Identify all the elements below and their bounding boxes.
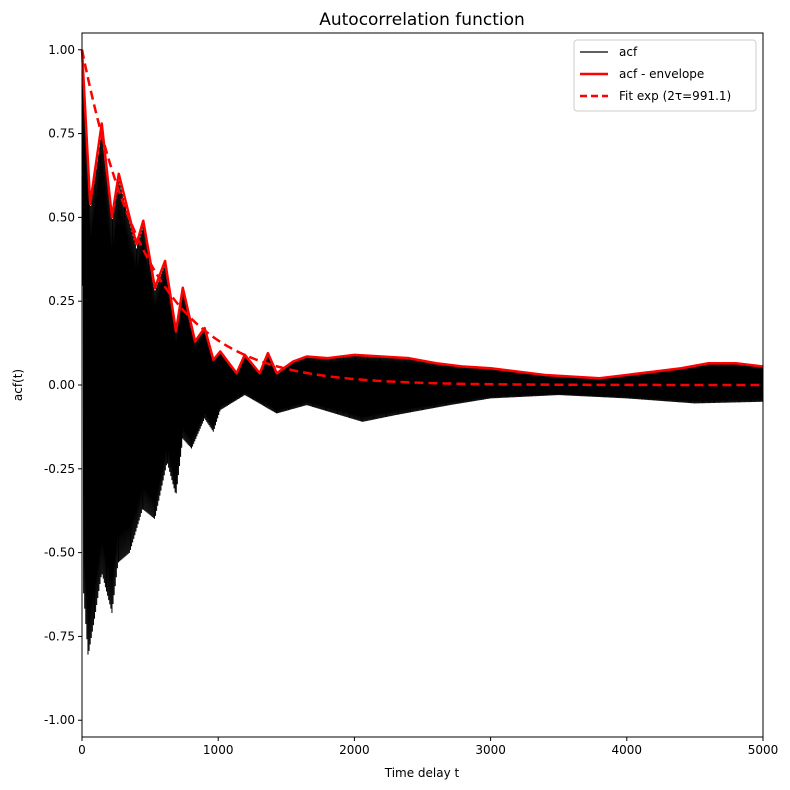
x-tick-label: 3000 [475, 743, 506, 757]
y-tick-label: 1.00 [48, 43, 75, 57]
y-axis-label: acf(t) [11, 369, 25, 401]
y-tick-label: 0.75 [48, 127, 75, 141]
chart-title: Autocorrelation function [319, 10, 525, 30]
x-axis: 0 1000 2000 3000 4000 5000 [78, 737, 778, 757]
y-tick-label: 0.00 [48, 378, 75, 392]
x-axis-label: Time delay t [384, 766, 460, 780]
x-tick-label: 4000 [612, 743, 643, 757]
legend-frame [573, 39, 757, 112]
x-tick-label: 5000 [748, 743, 779, 757]
plot-area [80, 49, 764, 655]
y-tick-label: -0.25 [44, 462, 75, 476]
y-tick-label: 0.50 [48, 210, 75, 224]
x-tick-label: 0 [78, 743, 86, 757]
y-tick-label: 0.25 [48, 294, 75, 308]
y-tick-label: -0.50 [44, 546, 75, 560]
acf-line [81, 59, 764, 655]
y-tick-label: -0.75 [44, 629, 75, 643]
fit-exp-line [80, 49, 763, 387]
x-tick-label: 2000 [339, 743, 370, 757]
legend: acf acf - envelope Fit exp (2τ=991.1) [573, 39, 757, 112]
y-tick-label: -1.00 [44, 713, 75, 727]
envelope-line [80, 49, 764, 380]
legend-label-acf: acf [619, 45, 638, 59]
x-tick-label: 1000 [203, 743, 234, 757]
legend-label-fit: Fit exp (2τ=991.1) [619, 89, 731, 103]
legend-label-envelope: acf - envelope [619, 67, 704, 81]
y-axis: -1.00 -0.75 -0.50 -0.25 0.00 0.25 0.50 0.75 1.00 [44, 43, 82, 727]
